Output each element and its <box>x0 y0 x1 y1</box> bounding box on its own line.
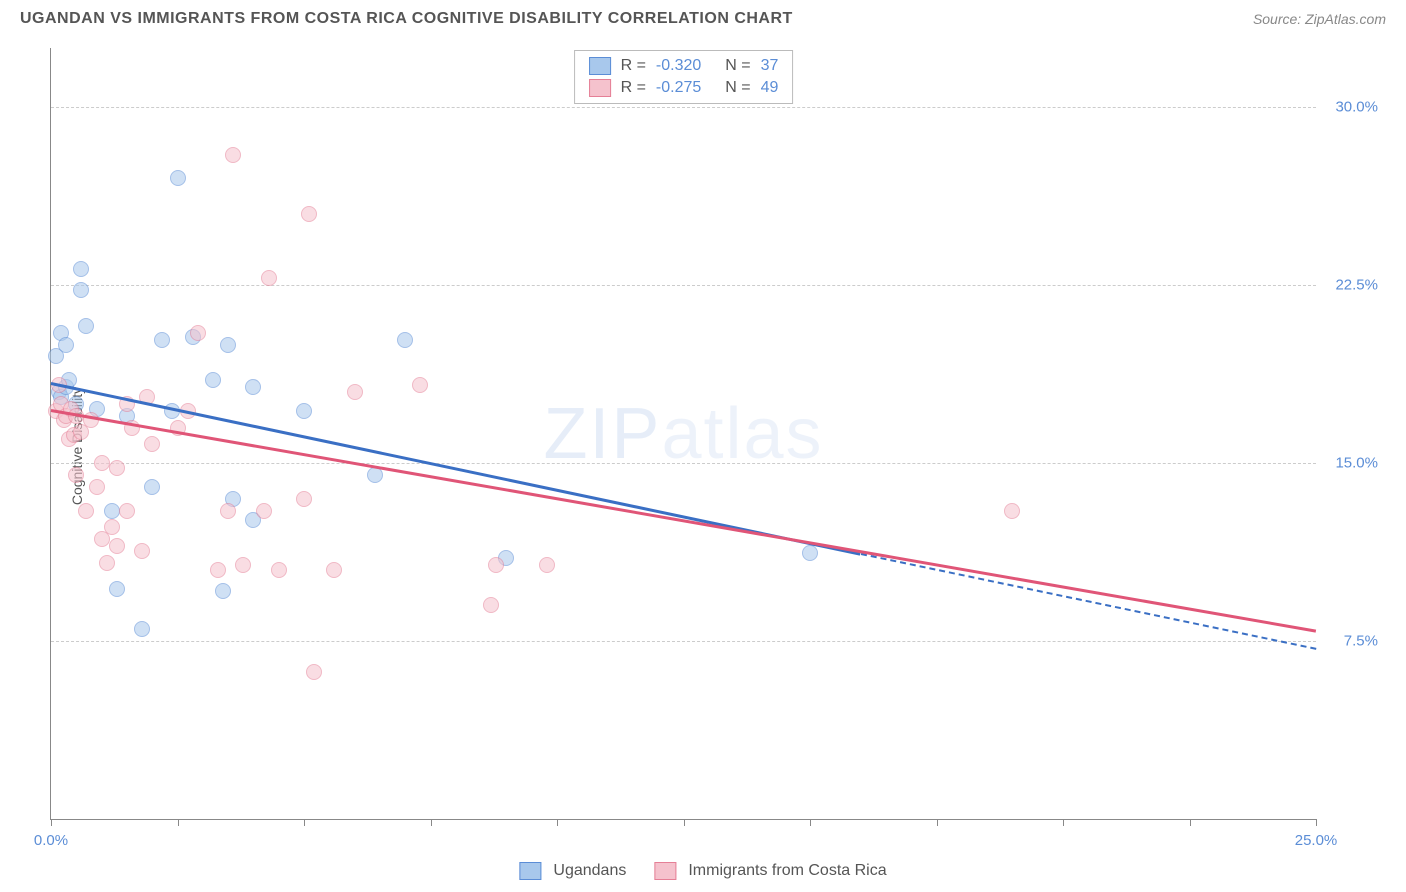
x-tick-label: 0.0% <box>34 832 68 849</box>
scatter-marker <box>78 503 94 519</box>
scatter-marker <box>104 519 120 535</box>
scatter-marker <box>225 147 241 163</box>
y-tick-label: 22.5% <box>1335 277 1378 294</box>
scatter-marker <box>301 206 317 222</box>
scatter-marker <box>154 332 170 348</box>
x-tick <box>557 819 558 826</box>
y-tick-label: 15.0% <box>1335 455 1378 472</box>
legend-swatch-ugandans <box>519 862 541 880</box>
scatter-marker <box>802 545 818 561</box>
x-tick <box>51 819 52 826</box>
scatter-marker <box>99 555 115 571</box>
scatter-marker <box>89 479 105 495</box>
scatter-marker <box>78 318 94 334</box>
scatter-marker <box>326 562 342 578</box>
scatter-marker <box>134 543 150 559</box>
y-tick-label: 30.0% <box>1335 99 1378 116</box>
scatter-marker <box>397 332 413 348</box>
scatter-marker <box>306 664 322 680</box>
r-label: R = <box>621 79 646 97</box>
r-value: -0.275 <box>656 79 701 97</box>
legend-stats-row: R = -0.275 N = 49 <box>589 77 779 99</box>
x-tick <box>684 819 685 826</box>
scatter-marker <box>215 583 231 599</box>
trend-line <box>51 409 1316 632</box>
scatter-marker <box>271 562 287 578</box>
scatter-marker <box>73 282 89 298</box>
scatter-marker <box>94 455 110 471</box>
legend-bottom: Ugandans Immigrants from Costa Rica <box>519 862 886 880</box>
scatter-marker <box>488 557 504 573</box>
n-label: N = <box>725 57 750 75</box>
x-tick <box>178 819 179 826</box>
r-value: -0.320 <box>656 57 701 75</box>
legend-stats: R = -0.320 N = 37 R = -0.275 N = 49 <box>574 50 794 104</box>
scatter-marker <box>245 379 261 395</box>
scatter-marker <box>347 384 363 400</box>
x-tick <box>431 819 432 826</box>
n-label: N = <box>725 79 750 97</box>
x-tick-label: 25.0% <box>1295 832 1338 849</box>
scatter-marker <box>109 538 125 554</box>
scatter-marker <box>220 503 236 519</box>
x-tick <box>1190 819 1191 826</box>
scatter-marker <box>144 479 160 495</box>
grid-line <box>51 285 1316 286</box>
source-attribution: Source: ZipAtlas.com <box>1253 11 1386 27</box>
scatter-marker <box>483 597 499 613</box>
scatter-marker <box>539 557 555 573</box>
scatter-marker <box>58 337 74 353</box>
scatter-marker <box>296 491 312 507</box>
legend-swatch <box>589 79 611 97</box>
legend-stats-row: R = -0.320 N = 37 <box>589 55 779 77</box>
scatter-marker <box>412 377 428 393</box>
scatter-marker <box>104 503 120 519</box>
legend-label-costa-rica: Immigrants from Costa Rica <box>688 862 886 880</box>
scatter-marker <box>1004 503 1020 519</box>
legend-swatch <box>589 57 611 75</box>
legend-label-ugandans: Ugandans <box>553 862 626 880</box>
scatter-marker <box>367 467 383 483</box>
scatter-marker <box>119 503 135 519</box>
scatter-marker <box>190 325 206 341</box>
scatter-marker <box>261 270 277 286</box>
scatter-marker <box>235 557 251 573</box>
legend-swatch-costa-rica <box>654 862 676 880</box>
scatter-marker <box>220 337 236 353</box>
scatter-marker <box>210 562 226 578</box>
grid-line <box>51 641 1316 642</box>
n-value: 37 <box>761 57 779 75</box>
chart-title: UGANDAN VS IMMIGRANTS FROM COSTA RICA CO… <box>20 10 793 28</box>
grid-line <box>51 107 1316 108</box>
scatter-marker <box>170 170 186 186</box>
scatter-marker <box>109 460 125 476</box>
scatter-marker <box>73 261 89 277</box>
scatter-chart: ZIPatlas 7.5%15.0%22.5%30.0%0.0%25.0%R =… <box>50 48 1316 820</box>
x-tick <box>810 819 811 826</box>
x-tick <box>1063 819 1064 826</box>
grid-line <box>51 463 1316 464</box>
x-tick <box>304 819 305 826</box>
r-label: R = <box>621 57 646 75</box>
scatter-marker <box>134 621 150 637</box>
trend-line-extrapolated <box>860 553 1316 650</box>
x-tick <box>1316 819 1317 826</box>
y-tick-label: 7.5% <box>1344 633 1378 650</box>
scatter-marker <box>109 581 125 597</box>
scatter-marker <box>256 503 272 519</box>
scatter-marker <box>296 403 312 419</box>
scatter-marker <box>68 467 84 483</box>
n-value: 49 <box>761 79 779 97</box>
scatter-marker <box>205 372 221 388</box>
scatter-marker <box>144 436 160 452</box>
x-tick <box>937 819 938 826</box>
